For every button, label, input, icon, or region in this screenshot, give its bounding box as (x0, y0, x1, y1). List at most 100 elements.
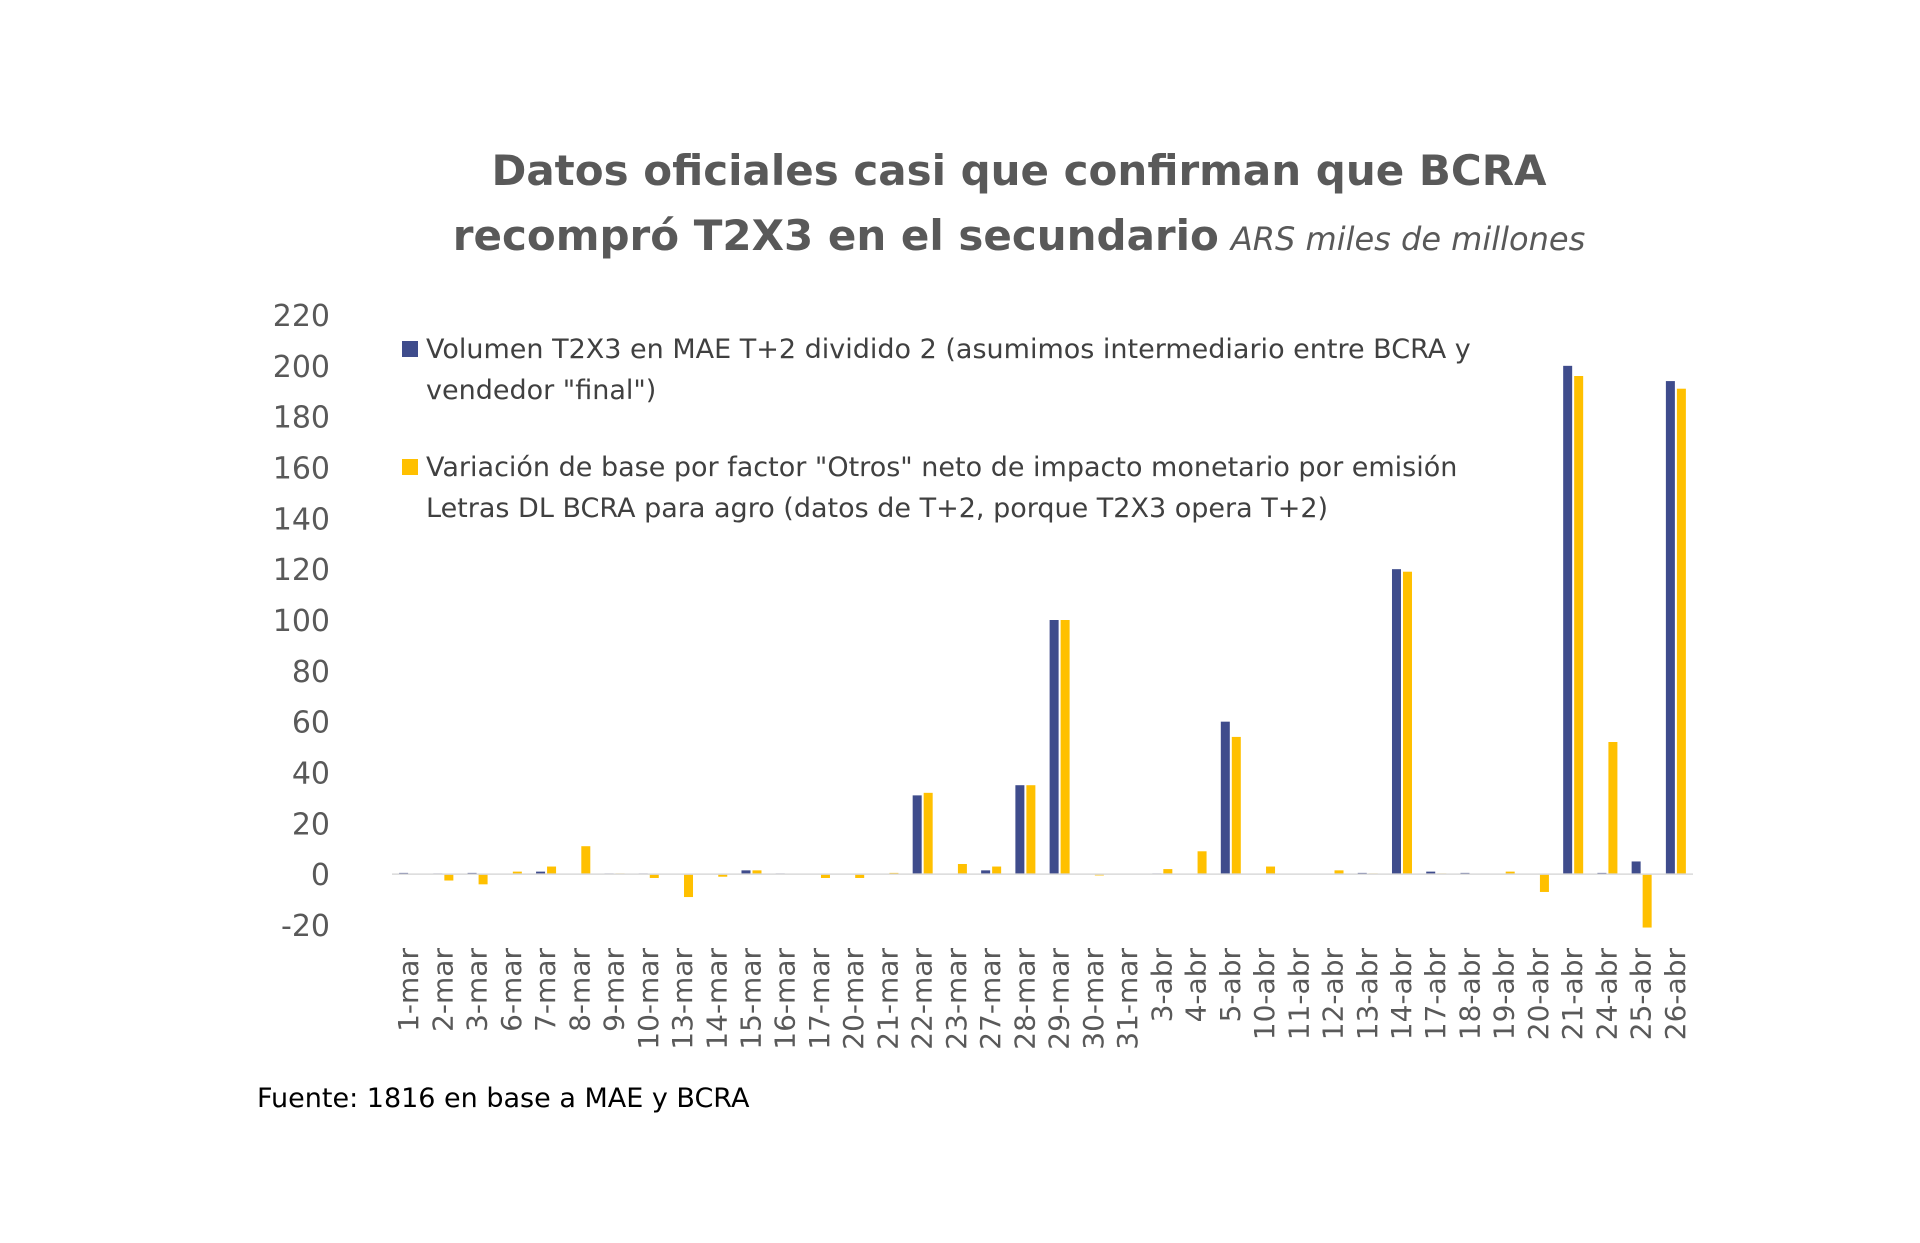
bar-series-2 (1266, 866, 1276, 875)
x-tick-label: 10-mar (632, 948, 665, 1050)
x-tick-label: 14-abr (1385, 948, 1418, 1041)
bar-series-2 (581, 846, 591, 875)
legend-swatch-series-2 (402, 459, 418, 475)
x-tick-label: 25-abr (1625, 948, 1658, 1041)
bar-series-2 (1197, 851, 1207, 875)
chart-title-line1: Datos oficiales casi que confirman que B… (491, 146, 1547, 195)
bar-series-2 (1231, 736, 1241, 875)
bar-series-2 (923, 792, 933, 875)
y-tick-label: -20 (281, 909, 330, 944)
bar-series-2 (1402, 571, 1412, 875)
legend-label-series-1-line2: vendedor "final") (426, 375, 656, 406)
bar-series-1 (1015, 785, 1025, 875)
x-tick-label: 13-abr (1351, 948, 1384, 1041)
x-tick-label: 3-abr (1145, 948, 1178, 1023)
bar-series-2 (1574, 376, 1584, 875)
x-tick-label: 17-abr (1419, 948, 1452, 1041)
x-tick-label: 24-abr (1590, 948, 1623, 1041)
y-tick-label: 20 (292, 807, 330, 842)
legend: Volumen T2X3 en MAE T+2 dividido 2 (asum… (402, 334, 1471, 524)
y-tick-label: 120 (273, 553, 330, 588)
x-tick-label: 11-abr (1282, 948, 1315, 1041)
x-tick-label: 1-mar (392, 948, 425, 1032)
x-tick-label: 5-abr (1214, 948, 1247, 1023)
x-tick-label: 23-mar (940, 948, 973, 1050)
bar-series-2 (1539, 874, 1549, 892)
x-tick-label: 13-mar (666, 948, 699, 1050)
x-tick-label: 21-abr (1556, 948, 1589, 1041)
y-tick-label: 220 (273, 299, 330, 334)
x-tick-label: 8-mar (563, 948, 596, 1032)
chart-title-line2-group: recompró T2X3 en el secundario ARS miles … (453, 211, 1585, 260)
x-tick-label: 2-mar (426, 948, 459, 1032)
y-tick-label: 60 (292, 706, 330, 741)
bar-series-2 (1608, 742, 1618, 875)
x-tick-label: 12-abr (1317, 948, 1350, 1041)
y-tick-label: 140 (273, 502, 330, 537)
bar-series-1 (741, 870, 751, 875)
bar-series-2 (1642, 874, 1652, 928)
bar-series-1 (1049, 620, 1059, 875)
chart-subtitle: ARS miles de millones (1229, 220, 1585, 258)
bar-series-2 (478, 874, 488, 885)
bar-series-2 (752, 870, 762, 875)
bar-series-2 (1505, 871, 1515, 875)
bar-series-2 (957, 864, 967, 875)
chart-title-line2: recompró T2X3 en el secundario (453, 211, 1219, 260)
bar-series-1 (1391, 569, 1401, 875)
bar-series-1 (1563, 365, 1573, 875)
y-tick-label: 100 (273, 604, 330, 639)
bar-series-2 (820, 874, 830, 878)
legend-label-series-2-line1: Variación de base por factor "Otros" net… (426, 452, 1457, 483)
bar-series-1 (1631, 861, 1641, 875)
y-tick-label: 40 (292, 757, 330, 792)
x-tick-label: 29-mar (1043, 948, 1076, 1050)
bar-series-2 (444, 874, 454, 881)
x-tick-label: 31-mar (1111, 948, 1144, 1050)
y-tick-label: 200 (273, 350, 330, 385)
x-tick-label: 4-abr (1180, 948, 1213, 1023)
bar-series-2 (1026, 785, 1036, 875)
y-tick-label: 180 (273, 401, 330, 436)
bar-series-1 (1220, 721, 1230, 875)
legend-swatch-series-1 (402, 341, 418, 357)
y-tick-label: 160 (273, 452, 330, 487)
bar-series-1 (912, 795, 922, 875)
y-axis: -20 0 20 40 60 80 100 120 140 160 180 200 220 (273, 299, 330, 944)
x-tick-label: 9-mar (598, 948, 631, 1032)
y-tick-label: 0 (311, 858, 330, 893)
x-tick-label: 16-mar (769, 948, 802, 1050)
bar-series-1 (981, 870, 991, 875)
legend-label-series-1-line1: Volumen T2X3 en MAE T+2 dividido 2 (asum… (426, 334, 1471, 365)
bar-series-1 (1426, 871, 1436, 875)
x-tick-label: 3-mar (461, 948, 494, 1032)
chart-source: Fuente: 1816 en base a MAE y BCRA (257, 1083, 750, 1114)
x-tick-label: 21-mar (871, 948, 904, 1050)
bars (399, 365, 1686, 928)
bar-series-2 (855, 874, 865, 878)
bar-series-2 (1060, 620, 1070, 875)
x-tick-label: 10-abr (1248, 948, 1281, 1041)
bar-series-2 (547, 866, 557, 875)
y-tick-label: 80 (292, 655, 330, 690)
bar-series-2 (512, 871, 522, 875)
x-tick-label: 14-mar (700, 948, 733, 1050)
bar-series-2 (649, 874, 659, 878)
x-tick-label: 27-mar (974, 948, 1007, 1050)
legend-label-series-2-line2: Letras DL BCRA para agro (datos de T+2, … (426, 493, 1328, 524)
x-tick-label: 15-mar (734, 948, 767, 1050)
bar-series-2 (1334, 870, 1344, 875)
x-tick-label: 6-mar (495, 948, 528, 1032)
x-tick-label: 19-abr (1488, 948, 1521, 1041)
x-tick-label: 26-abr (1659, 948, 1692, 1041)
x-tick-label: 22-mar (906, 948, 939, 1050)
x-tick-label: 20-mar (837, 948, 870, 1050)
bar-series-2 (718, 874, 728, 877)
x-tick-label: 17-mar (803, 948, 836, 1050)
x-tick-label: 18-abr (1453, 948, 1486, 1041)
x-tick-label: 30-mar (1077, 948, 1110, 1050)
x-tick-label: 20-abr (1522, 948, 1555, 1041)
bar-series-2 (992, 866, 1002, 875)
bar-series-1 (536, 871, 546, 875)
